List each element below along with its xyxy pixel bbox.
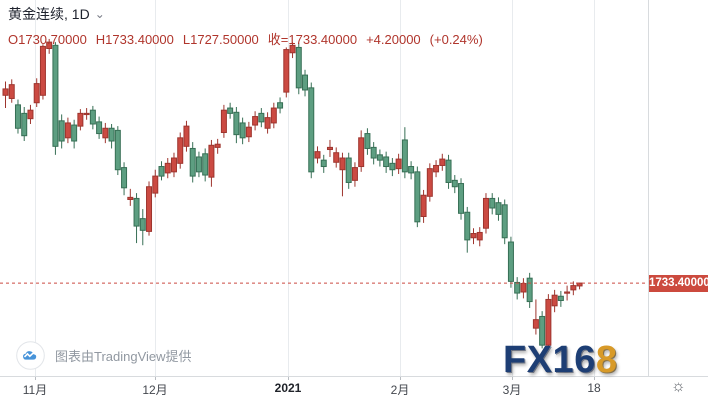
time-axis-label: 12月 xyxy=(142,383,168,397)
ohlc-close: 收=1733.40000 xyxy=(267,32,358,47)
time-axis-label: 2021 xyxy=(274,381,302,395)
fx168-logo: FX168 xyxy=(503,340,617,380)
chevron-down-icon: ⌄ xyxy=(94,7,105,21)
time-axis-label: 11月 xyxy=(22,383,48,397)
ohlc-open: O1730.70000 xyxy=(8,32,87,47)
ohlc-low: L1727.50000 xyxy=(182,32,259,47)
attribution-bar: 图表由TradingView提供 xyxy=(16,341,192,370)
tradingview-logo-icon[interactable] xyxy=(16,341,45,370)
fx168-logo-eight: 8 xyxy=(595,339,618,381)
symbol-title: 黄金连续, 1D xyxy=(8,6,90,22)
attribution-text: 图表由TradingView提供 xyxy=(55,349,192,364)
time-axis-label: 2月 xyxy=(390,383,410,397)
fx168-logo-text: FX16 xyxy=(503,339,596,381)
time-axis-label: 3月 xyxy=(502,383,522,397)
time-axis[interactable]: 11月 12月 2021 2月 3月 18 xyxy=(0,377,708,401)
price-axis[interactable] xyxy=(649,0,708,376)
symbol-selector[interactable]: 黄金连续, 1D ⌄ xyxy=(8,4,492,24)
ohlc-change-pct: (+0.24%) xyxy=(429,32,483,47)
time-axis-label: 18 xyxy=(587,381,601,395)
sun-settings-icon[interactable]: ☼ xyxy=(671,378,686,395)
chart-header: 黄金连续, 1D ⌄ O1730.70000 H1733.40000 L1727.5… xyxy=(8,4,492,48)
ohlc-high: H1733.40000 xyxy=(95,32,174,47)
ohlc-change: +4.20000 xyxy=(366,32,421,47)
last-price-label: 1733.40000 xyxy=(649,274,708,292)
ohlc-readout: O1730.70000 H1733.40000 L1727.50000 收=1733.… xyxy=(8,29,492,48)
